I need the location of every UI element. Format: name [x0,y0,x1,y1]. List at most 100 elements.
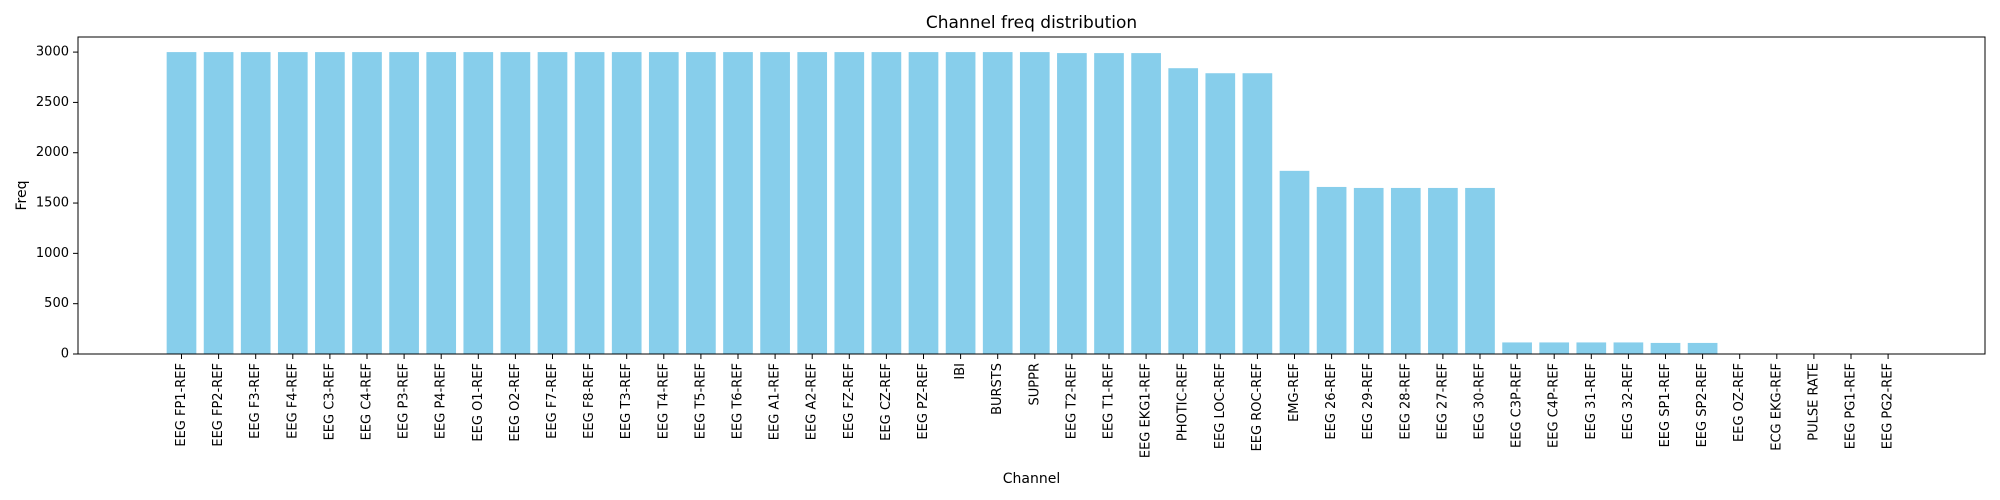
plot-frame [77,36,1986,355]
x-tick-label: EEG P3-REF [397,363,412,439]
y-tick-label: 3000 [36,45,69,60]
x-tick-label: EEG T4-REF [656,363,671,439]
x-axis: EEG FP1-REF EEG FP2-REF EEG F3-REF EEG F4-R… [174,354,1896,458]
x-tick-label: EEG EKG1-REF [1139,363,1154,458]
bar [500,52,531,354]
chart-title: Channel freq distribution [926,13,1137,33]
x-tick-label: PULSE RATE [1806,363,1821,441]
x-tick-label: EEG F8-REF [582,363,597,439]
x-tick-label: EEG PG1-REF [1844,363,1859,449]
x-tick-label: EEG F4-REF [285,363,300,439]
x-tick-label: EEG SP2-REF [1695,363,1710,447]
bar [686,52,716,354]
bar [1650,342,1681,354]
bar [537,52,568,354]
x-tick-label: EEG O1-REF [471,363,486,442]
bar [1205,73,1236,354]
x-tick-label: IBI [953,363,968,380]
x-tick-label: EEG T1-REF [1102,363,1117,439]
x-tick-label: EEG 26-REF [1324,363,1339,440]
x-tick-label: EEG C4P-REF [1547,363,1562,448]
bar [648,52,679,354]
bar [1687,342,1718,354]
x-tick-label: EEG C4-REF [360,363,375,440]
y-axis-title: Freq [14,181,30,211]
bar [1019,52,1050,354]
x-tick-label: ECG EKG-REF [1769,363,1784,451]
bar [1390,187,1421,354]
bar [1465,187,1495,354]
x-tick-label: EEG F3-REF [248,363,263,439]
x-tick-label: EEG SP1-REF [1658,363,1673,447]
bar [945,52,976,354]
bar [1094,53,1124,354]
x-tick-label: EEG F7-REF [545,363,560,439]
bar [982,52,1013,354]
x-tick-label: EEG O2-REF [508,363,523,442]
bar [426,52,457,354]
x-tick-label: EEG 30-REF [1473,363,1488,440]
x-tick-label: SUPPR [1027,363,1042,405]
x-tick-label: EEG PG2-REF [1881,363,1896,449]
bar [1168,68,1199,354]
bar [834,52,865,354]
bar [871,52,902,354]
x-tick-label: EEG CZ-REF [879,363,894,441]
x-tick-label: PHOTIC-REF [1176,363,1191,441]
x-tick-label: EEG A2-REF [805,363,820,440]
bar [1613,342,1644,354]
y-tick-label: 2000 [36,145,69,160]
x-tick-label: EEG P4-REF [434,363,449,439]
x-tick-label: EEG C3-REF [322,363,337,440]
bars-group [166,52,1903,354]
x-axis-title: Channel [1003,471,1060,487]
bar [1353,187,1384,354]
y-tick-label: 1500 [36,196,69,211]
y-tick-label: 0 [61,347,69,362]
bar [760,52,790,354]
bar [1057,53,1087,354]
x-tick-label: EEG LOC-REF [1213,363,1228,449]
x-tick-label: EEG 31-REF [1584,363,1599,440]
x-tick-label: EEG T6-REF [731,363,746,439]
bar [1242,73,1273,354]
x-tick-label: BURSTS [990,363,1005,415]
y-tick-label: 1000 [36,246,69,261]
x-tick-label: EEG FP2-REF [211,363,226,447]
bar [203,52,234,354]
bar [1279,170,1310,354]
bar [574,52,605,354]
bar [352,52,382,354]
x-tick-label: EEG 29-REF [1361,363,1376,440]
x-tick-label: EEG A1-REF [768,363,783,440]
x-tick-label: EEG PZ-REF [916,363,931,440]
x-tick-label: EEG FZ-REF [842,363,857,439]
bar [611,52,642,354]
bar [277,52,308,354]
x-tick-label: EEG 27-REF [1435,363,1450,440]
bar [240,52,271,354]
y-tick-label: 500 [44,296,69,311]
x-tick-label: EEG 28-REF [1398,363,1413,440]
x-tick-label: EEG T5-REF [693,363,708,439]
bar [1539,342,1570,354]
bar [463,52,494,354]
bar [1576,342,1607,354]
y-axis: 0 500 1000 1500 2000 2500 3000 [36,45,78,362]
bar [1316,186,1347,354]
x-tick-label: EEG OZ-REF [1732,363,1747,442]
bar [797,52,828,354]
bar [166,52,197,354]
x-tick-label: EEG ROC-REF [1250,363,1265,451]
bar [1502,342,1532,354]
bar [908,52,939,354]
x-tick-label: EEG FP1-REF [174,363,189,447]
bar [389,52,419,354]
x-tick-label: EEG T3-REF [619,363,634,439]
bar [1428,187,1458,354]
x-tick-label: EEG 32-REF [1621,363,1636,440]
y-tick-label: 2500 [36,95,69,110]
bar [723,52,753,354]
